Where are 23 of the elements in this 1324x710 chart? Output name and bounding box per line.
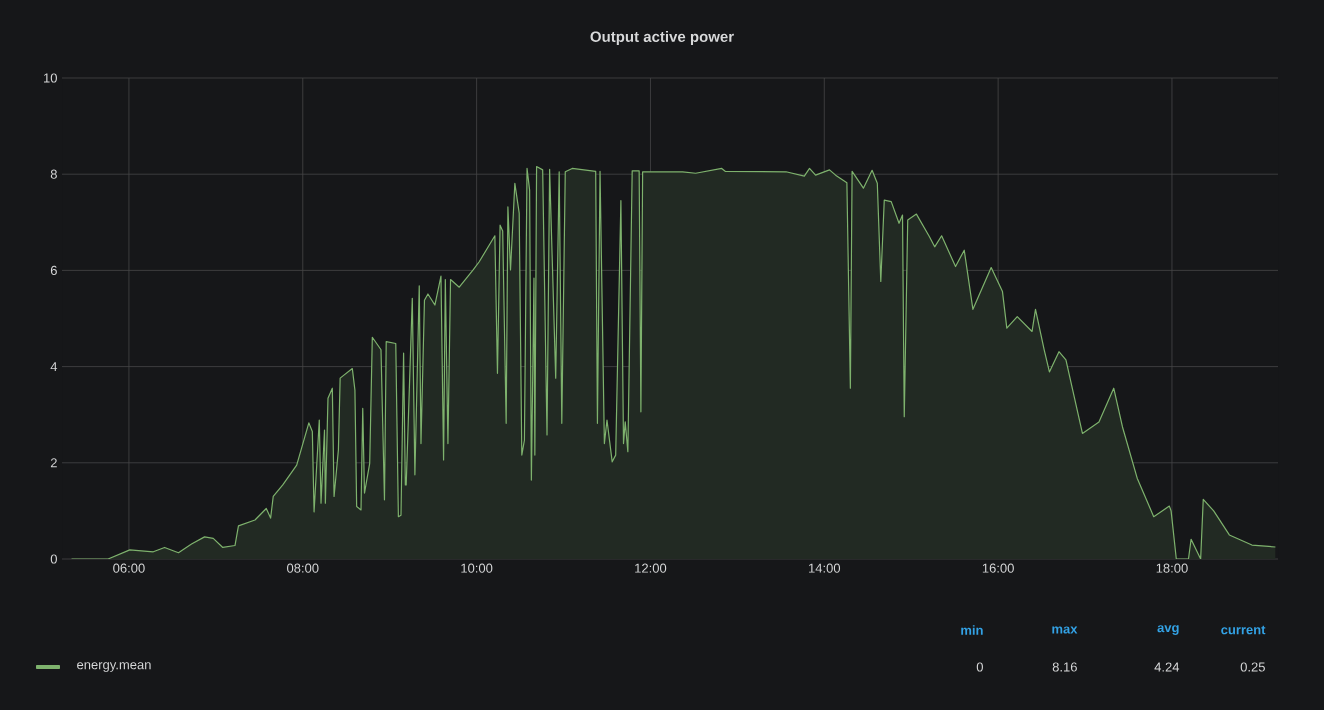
- y-tick-label: 4: [50, 362, 58, 372]
- y-tick-label: 2: [50, 458, 57, 468]
- x-tick-label: 10:00: [461, 563, 493, 573]
- text: 0: [976, 662, 983, 672]
- text: max: [1052, 626, 1078, 634]
- x-tick-label: 16:00: [982, 563, 1014, 573]
- text: current: [1221, 625, 1266, 635]
- text: 0.25: [1240, 662, 1265, 672]
- y-tick-label: 8: [50, 169, 57, 179]
- legend-label: energy.mean: [77, 662, 151, 672]
- x-tick-label: 18:00: [1156, 563, 1188, 573]
- y-tick-label: 10: [44, 73, 57, 83]
- x-tick-label: 08:00: [287, 563, 319, 573]
- text: avg: [1157, 625, 1179, 635]
- y-tick-label: 0: [50, 554, 57, 564]
- text: 8.16: [1052, 662, 1077, 672]
- x-tick-label: 12:00: [635, 563, 667, 573]
- text: min: [961, 625, 983, 635]
- x-tick-label: 06:00: [113, 563, 145, 573]
- x-tick-label: 14:00: [809, 563, 841, 573]
- text: 4.24: [1154, 662, 1180, 672]
- chart-title: Output active power: [590, 31, 734, 45]
- y-tick-label: 6: [50, 265, 57, 275]
